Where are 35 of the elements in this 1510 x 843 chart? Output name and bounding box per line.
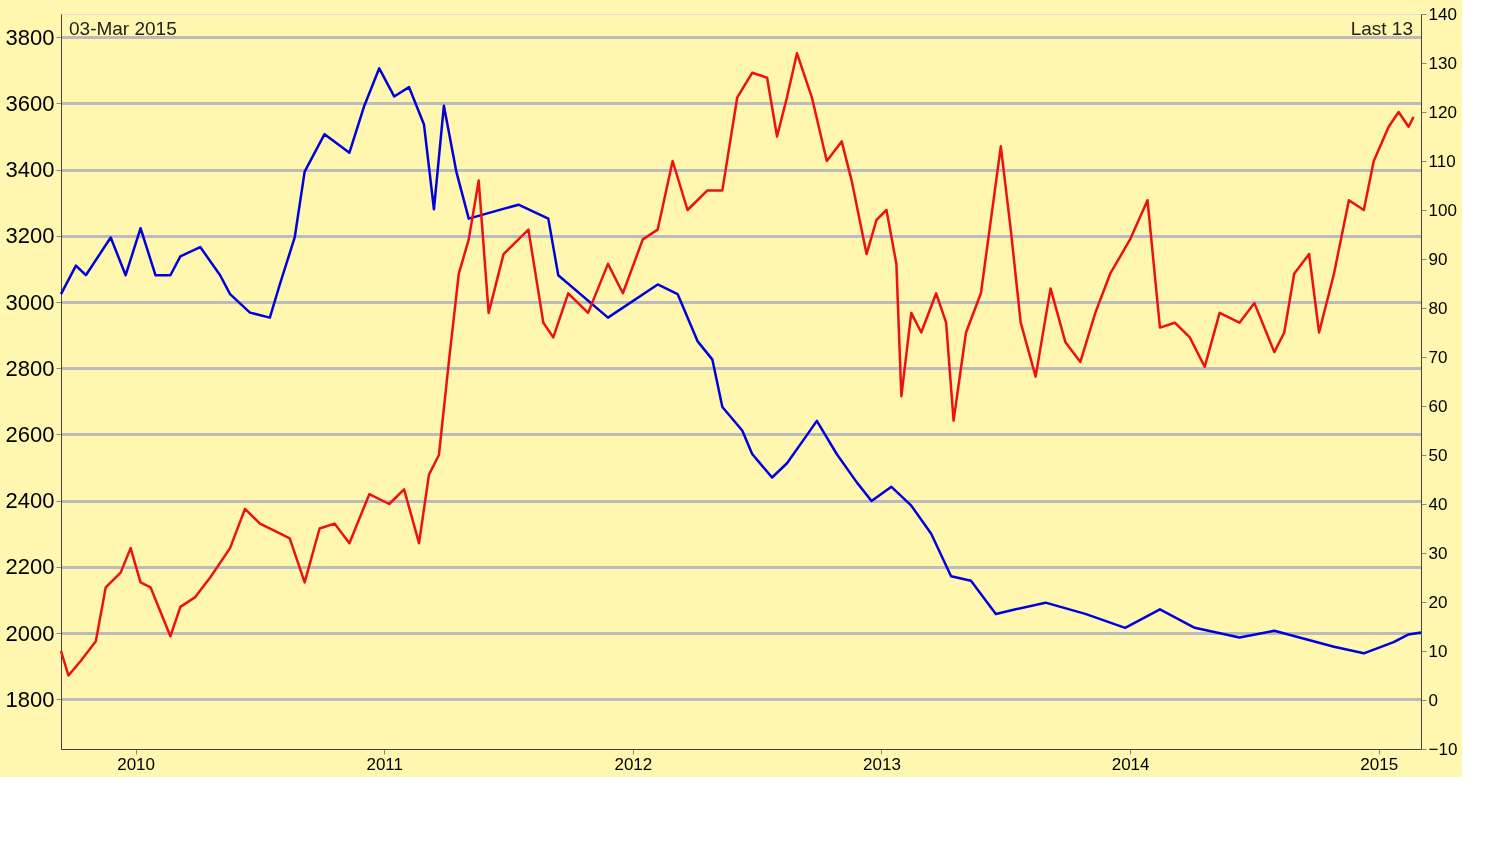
y2-tick-label: 10: [1428, 641, 1448, 661]
y-tick-label: 3600: [5, 90, 55, 116]
annotation: Last 13: [1350, 18, 1413, 39]
x-tick-label: 2015: [1360, 754, 1399, 774]
y-tick-label: 3200: [5, 223, 55, 249]
y2-tick-label: 60: [1428, 396, 1448, 416]
x-tick-label: 2011: [366, 754, 403, 774]
y-tick-label: 1800: [5, 686, 55, 712]
y2-tick-label: 50: [1428, 445, 1448, 465]
y-tick-label: 3000: [5, 289, 55, 315]
y-tick-label: 2400: [5, 488, 55, 514]
x-tick-label: 2013: [863, 754, 901, 774]
y-tick-label: 3800: [5, 24, 55, 50]
y2-tick-label: 30: [1428, 543, 1448, 563]
y-tick-label: 2200: [5, 554, 55, 580]
y2-tick-label: 20: [1428, 592, 1448, 612]
y-tick-label: 3400: [5, 157, 55, 183]
y-tick-label: 2800: [5, 355, 55, 381]
y2-tick-label: 40: [1428, 494, 1448, 514]
y2-tick-label: 110: [1428, 151, 1456, 171]
y2-tick-label: −10: [1428, 739, 1458, 759]
y2-tick-label: 0: [1428, 690, 1438, 710]
y2-tick-label: 130: [1428, 53, 1457, 73]
y2-tick-label: 70: [1428, 347, 1448, 367]
y2-tick-label: 140: [1428, 4, 1457, 24]
y-tick-label: 2000: [5, 620, 55, 646]
x-tick-label: 2012: [614, 754, 653, 774]
annotation: 03-Mar 2015: [69, 18, 177, 39]
x-tick-label: 2010: [117, 754, 155, 774]
y-tick-label: 2600: [5, 421, 55, 447]
y2-tick-label: 100: [1428, 200, 1457, 220]
y2-tick-label: 80: [1428, 298, 1448, 318]
x-tick-label: 2014: [1111, 754, 1150, 774]
y2-tick-label: 90: [1428, 249, 1448, 269]
y2-tick-label: 120: [1428, 102, 1457, 122]
